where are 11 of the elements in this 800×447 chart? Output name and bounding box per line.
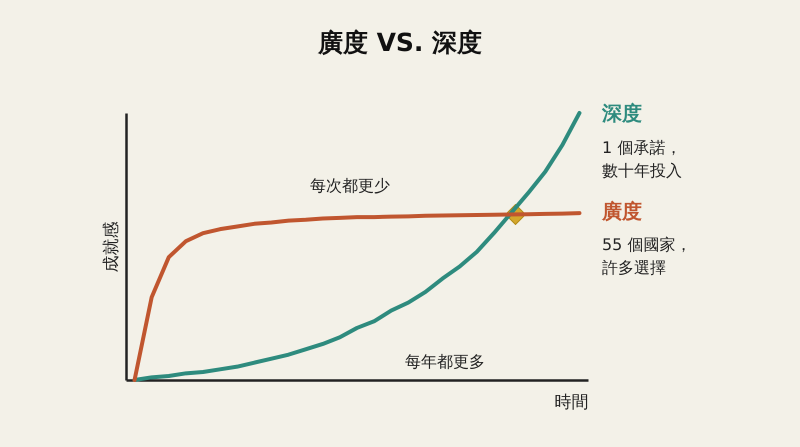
chart-title: 廣度 VS. 深度 bbox=[316, 28, 482, 57]
series-label: 廣度 bbox=[601, 199, 642, 223]
text: 1 個承諾， bbox=[602, 138, 682, 157]
y-axis-title: 成就感 bbox=[102, 222, 122, 272]
text: 55 個國家， bbox=[602, 235, 692, 254]
annotation: 每次都更少 bbox=[310, 176, 390, 195]
text: 數十年投入 bbox=[602, 161, 682, 180]
annotation: 每年都更多 bbox=[405, 352, 485, 371]
series-label: 深度 bbox=[601, 101, 642, 125]
text: 許多選擇 bbox=[602, 258, 666, 277]
x-axis-title: 時間 bbox=[554, 392, 588, 412]
